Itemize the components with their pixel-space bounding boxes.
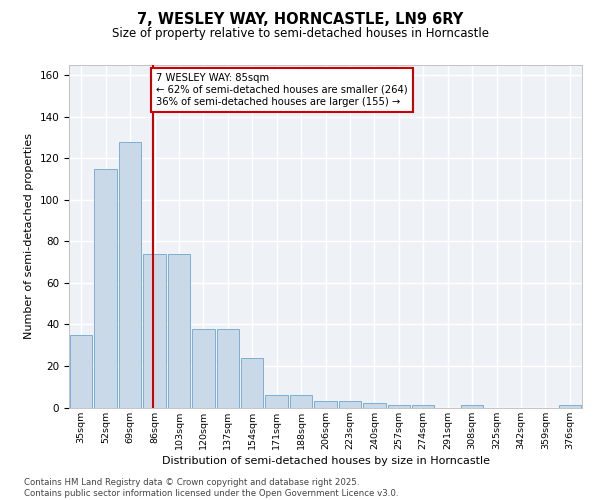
Text: Contains HM Land Registry data © Crown copyright and database right 2025.
Contai: Contains HM Land Registry data © Crown c… [24,478,398,498]
Bar [412,406,434,407]
Bar [265,395,288,407]
Bar [363,404,386,407]
Bar [559,406,581,407]
Text: 7 WESLEY WAY: 85sqm
← 62% of semi-detached houses are smaller (264)
36% of semi-: 7 WESLEY WAY: 85sqm ← 62% of semi-detach… [157,74,408,106]
Bar [461,406,484,407]
Bar [314,402,337,407]
Bar [94,169,117,408]
Y-axis label: Number of semi-detached properties: Number of semi-detached properties [24,133,34,339]
Text: Size of property relative to semi-detached houses in Horncastle: Size of property relative to semi-detach… [112,28,488,40]
Bar [290,395,313,407]
Bar [143,254,166,408]
Bar [338,402,361,407]
Bar [192,328,215,407]
Bar [388,406,410,407]
Text: 7, WESLEY WAY, HORNCASTLE, LN9 6RY: 7, WESLEY WAY, HORNCASTLE, LN9 6RY [137,12,463,28]
Bar [241,358,263,408]
Bar [70,335,92,407]
X-axis label: Distribution of semi-detached houses by size in Horncastle: Distribution of semi-detached houses by … [161,456,490,466]
Bar [119,142,142,407]
Bar [167,254,190,408]
Bar [217,328,239,407]
